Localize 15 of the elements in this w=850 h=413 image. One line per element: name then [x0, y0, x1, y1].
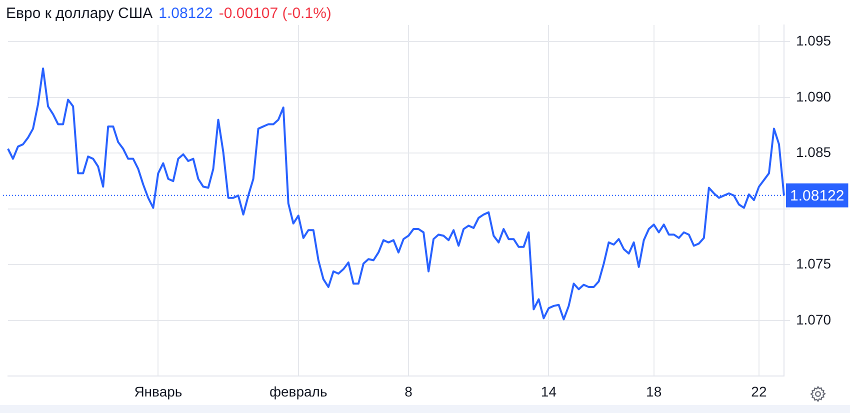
ref-line-label: 1.08122 — [790, 188, 844, 204]
y-tick-label: 1.085 — [796, 144, 832, 160]
text: -0.00107 (-0.1%) — [218, 5, 332, 22]
y-tick-label: 1.075 — [796, 256, 832, 272]
text: 1.08122 — [158, 5, 213, 22]
chart-title: Евро к доллару США — [6, 5, 153, 22]
y-tick-label: 1.090 — [796, 88, 832, 104]
y-tick-label: 1.095 — [796, 32, 832, 49]
x-tick-label: 8 — [404, 383, 413, 400]
x-tick-label: Январь — [134, 383, 182, 400]
x-tick-label: февраль — [269, 383, 328, 400]
y-tick-label: 1.070 — [796, 311, 832, 328]
x-tick-label: 14 — [540, 383, 557, 400]
x-tick-label: 22 — [751, 383, 767, 400]
x-tick-label: 18 — [646, 383, 662, 400]
